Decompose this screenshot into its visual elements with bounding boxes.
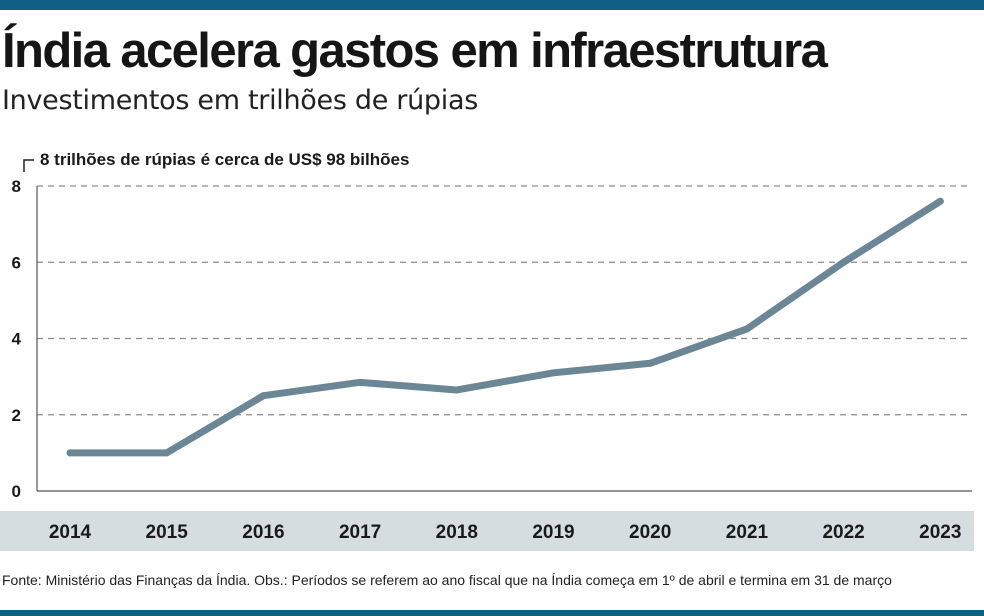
data-point <box>936 197 944 205</box>
x-tick-label: 2017 <box>339 522 381 543</box>
x-tick-label: 2022 <box>822 522 864 543</box>
unit-note-bracket <box>23 159 34 172</box>
data-point <box>356 378 364 386</box>
source-note: Fonte: Ministério das Finanças da Índia.… <box>2 572 892 588</box>
x-tick-label: 2019 <box>532 522 574 543</box>
data-point <box>163 449 171 457</box>
y-tick-labels: 0 2 4 6 8 <box>12 177 22 501</box>
data-point <box>646 359 654 367</box>
chart-title: Índia acelera gastos em infraestrutura <box>2 24 828 78</box>
x-tick-label: 2023 <box>919 522 961 543</box>
data-point <box>743 325 751 333</box>
chart-subtitle: Investimentos em trilhões de rúpias <box>2 85 478 116</box>
y-tick-label: 2 <box>12 406 21 425</box>
x-axis-band <box>0 511 974 551</box>
gridlines <box>37 185 972 416</box>
bottom-accent-bar <box>0 610 984 616</box>
x-tick-label: 2016 <box>242 522 284 543</box>
series-line <box>66 197 944 457</box>
data-point <box>259 392 267 400</box>
data-point <box>66 449 74 457</box>
x-tick-label: 2014 <box>49 522 92 543</box>
data-point <box>453 386 461 394</box>
x-tick-label: 2021 <box>726 522 769 543</box>
x-tick-label: 2020 <box>629 522 671 543</box>
top-accent-bar <box>0 0 984 10</box>
x-tick-label: 2018 <box>436 522 478 543</box>
data-point <box>550 369 557 377</box>
y-tick-label: 0 <box>12 482 21 501</box>
y-tick-label: 6 <box>12 253 21 272</box>
y-tick-label: 4 <box>12 330 22 349</box>
x-tick-label: 2015 <box>146 522 189 543</box>
line-chart: 8 trilhões de rúpias é cerca de US$ 98 b… <box>0 150 974 551</box>
data-point <box>840 258 848 266</box>
unit-note: 8 trilhões de rúpias é cerca de US$ 98 b… <box>40 150 409 169</box>
x-tick-labels: 2014 2015 2016 2017 2018 2019 2020 2021 2022 2023 <box>49 522 962 543</box>
y-tick-label: 8 <box>12 177 21 196</box>
data-points <box>66 197 944 457</box>
